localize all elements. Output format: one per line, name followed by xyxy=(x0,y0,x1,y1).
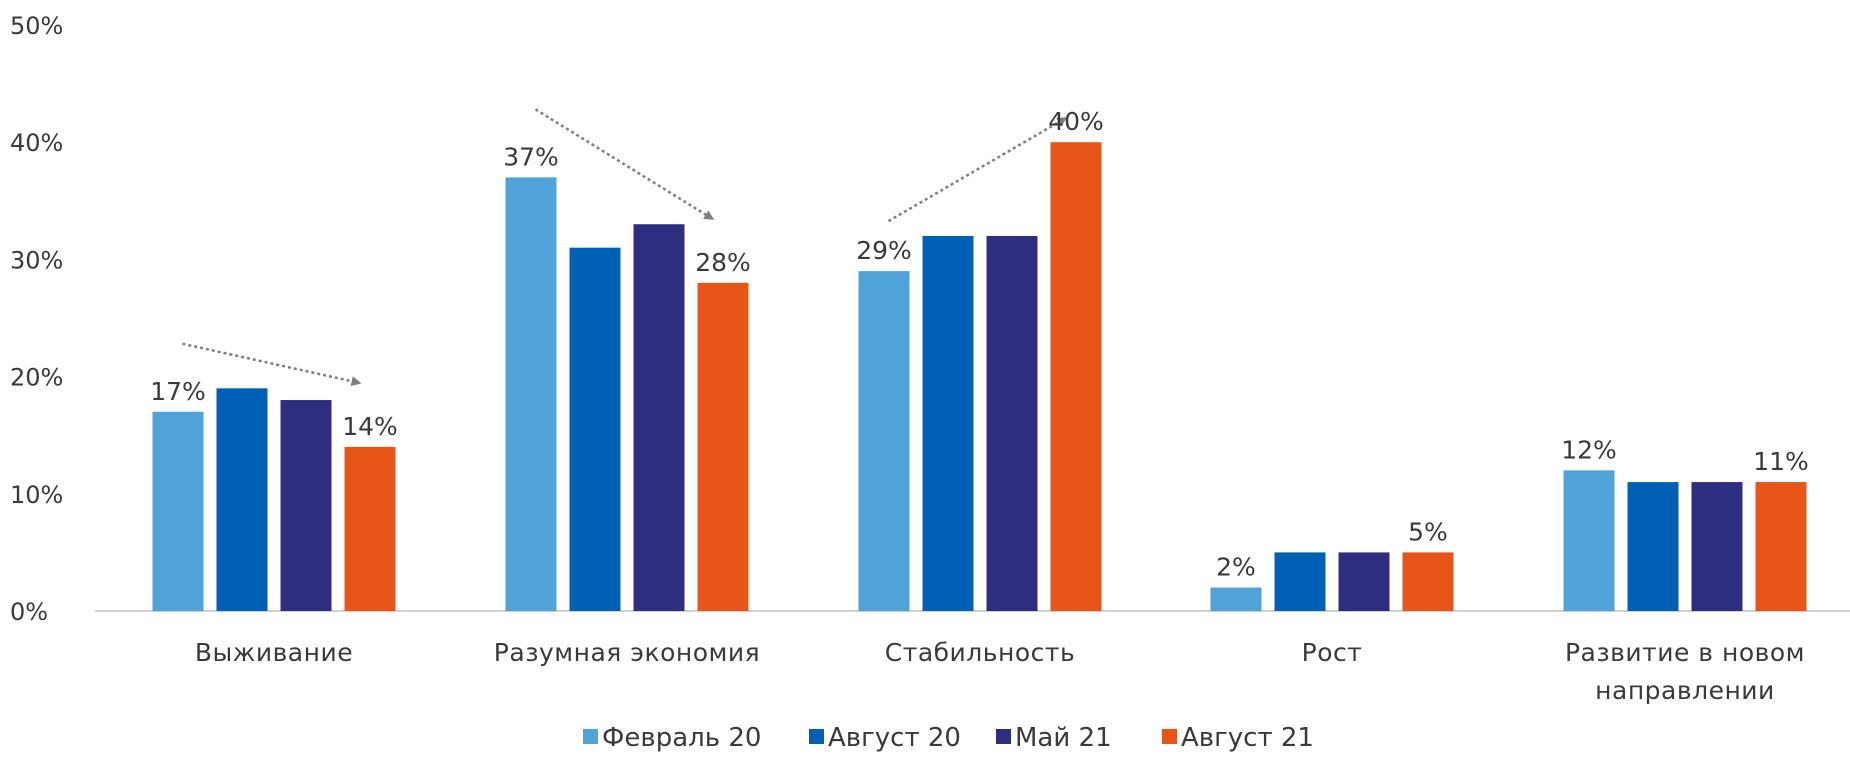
bar xyxy=(1755,482,1807,611)
bar xyxy=(1563,470,1615,611)
bar xyxy=(344,446,396,611)
bar xyxy=(505,177,557,612)
legend-label: Февраль 20 xyxy=(602,723,761,753)
legend-item: Февраль 20 xyxy=(583,723,761,753)
legend-item: Август 20 xyxy=(809,723,961,753)
legend-item: Август 21 xyxy=(1162,723,1314,753)
data-label: 17% xyxy=(150,377,206,406)
category-labels: Выживание Разумная экономия Стабильность Ро… xyxy=(195,638,1805,705)
y-tick-label: 30% xyxy=(10,246,63,274)
data-label: 29% xyxy=(856,236,912,265)
trend-arrow xyxy=(182,342,362,387)
legend-swatch xyxy=(809,729,824,744)
category-label: Выживание xyxy=(195,638,353,667)
legend: Февраль 20 Август 20 Май 21 Август 21 xyxy=(583,723,1314,753)
bar xyxy=(1274,552,1326,611)
bar xyxy=(697,282,749,611)
y-tick-label: 10% xyxy=(10,481,63,509)
legend-swatch xyxy=(583,729,598,744)
category-label: Рост xyxy=(1302,638,1363,667)
bar xyxy=(1338,552,1390,611)
bar xyxy=(922,235,974,611)
y-tick-label: 0% xyxy=(10,598,48,626)
category-label: Развитие в новом направлении xyxy=(1565,638,1805,705)
bar xyxy=(633,224,685,612)
legend-label: Август 21 xyxy=(1181,723,1314,753)
bar xyxy=(986,235,1038,611)
legend-swatch xyxy=(996,729,1011,744)
bar xyxy=(152,411,204,611)
y-axis-labels: 0% 10% 20% 30% 40% 50% xyxy=(10,12,63,626)
data-label: 40% xyxy=(1048,107,1104,136)
bar xyxy=(1050,142,1102,611)
y-tick-label: 50% xyxy=(10,12,63,40)
bar xyxy=(569,247,621,611)
legend-item: Май 21 xyxy=(996,723,1112,753)
trend-arrow xyxy=(887,117,1068,223)
data-label: 28% xyxy=(695,248,751,277)
bar xyxy=(858,271,910,611)
bar xyxy=(1691,482,1743,611)
category-label: Разумная экономия xyxy=(494,638,760,667)
y-tick-label: 40% xyxy=(10,129,63,157)
data-label: 5% xyxy=(1408,517,1448,546)
category-label: Стабильность xyxy=(885,638,1075,667)
bar xyxy=(216,388,268,611)
data-label: 14% xyxy=(342,412,398,441)
data-label: 11% xyxy=(1753,447,1809,476)
bar xyxy=(1627,482,1679,611)
bar xyxy=(280,400,332,611)
legend-label: Май 21 xyxy=(1015,723,1112,753)
legend-label: Август 20 xyxy=(828,723,961,753)
trend-arrow xyxy=(534,108,715,220)
data-label: 12% xyxy=(1561,435,1617,464)
data-label: 2% xyxy=(1216,553,1256,582)
bar xyxy=(1402,552,1454,611)
legend-swatch xyxy=(1162,729,1177,744)
data-label: 37% xyxy=(503,142,559,171)
bar xyxy=(1210,587,1262,611)
bars-group xyxy=(152,142,1807,612)
trend-arrows xyxy=(182,108,1068,387)
y-tick-label: 20% xyxy=(10,364,63,392)
data-labels: 17% 14% 37% 28% 29% 40% 2% 5% 12% 11% xyxy=(150,107,1809,581)
